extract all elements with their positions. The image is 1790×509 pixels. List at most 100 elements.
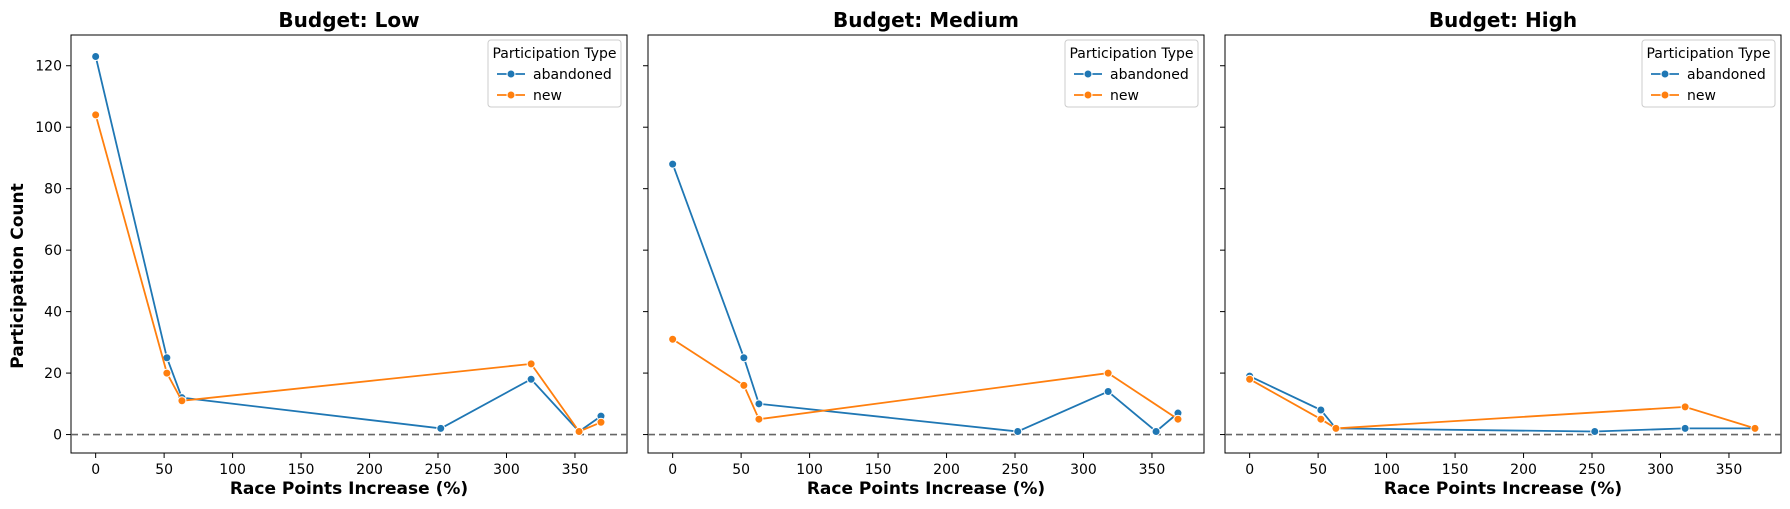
x-tick-label: 250 [425,462,452,478]
data-point-new [1750,423,1760,433]
series-line-abandoned [671,163,1179,433]
data-point-new [1173,414,1183,424]
chart-panel-3: Budget: High 0 50 100 150 200 250 300 350 Race Po… [1220,8,1782,499]
y-tick-label: 60 [44,243,62,259]
legend-box [1641,39,1776,108]
x-tick-label: 0 [91,462,100,478]
legend-marker-new [506,90,516,100]
legend-label-abandoned: abandoned [1687,67,1766,83]
legend-title: Participation Type [492,46,616,62]
panel-title: Budget: Medium [833,8,1019,32]
data-point-new [596,417,606,427]
x-tick-label: 50 [732,462,750,478]
series-line-new [94,114,602,433]
data-point-new [668,334,678,344]
data-point-abandoned [436,423,446,433]
legend: Participation Type abandoned new [1641,39,1776,108]
data-point-abandoned [1103,387,1113,397]
axes-frame [647,34,1205,454]
data-point-new [162,368,172,378]
series-line-new [1249,378,1756,430]
data-point-new [1331,423,1341,433]
panel-title: Budget: Low [278,8,419,32]
legend-marker-abandoned [1083,69,1093,79]
legend-marker-abandoned [506,69,516,79]
data-point-abandoned [754,399,764,409]
x-tick-label: 350 [1716,462,1743,478]
legend-box [487,39,622,108]
legend-box [1064,39,1199,108]
series-line-abandoned [94,56,602,433]
legend-label-abandoned: abandoned [533,67,612,83]
x-tick-label: 150 [1442,462,1469,478]
data-point-new [754,414,764,424]
series-new [1245,374,1760,433]
x-tick-label: 150 [288,462,315,478]
series-new [91,110,606,436]
data-point-abandoned [526,374,536,384]
data-point-abandoned [1151,426,1161,436]
data-point-new [739,380,749,390]
data-point-abandoned [739,353,749,363]
data-point-abandoned [1680,423,1690,433]
y-tick-label: 120 [35,59,62,75]
series-line-abandoned [1249,375,1755,433]
x-tick-label: 250 [1002,462,1029,478]
x-tick-label: 250 [1579,462,1606,478]
y-tick-label: 100 [35,120,62,136]
x-tick-label: 300 [1070,462,1097,478]
x-tick-label: 50 [1309,462,1327,478]
legend-title: Participation Type [1069,46,1193,62]
data-point-abandoned [1590,426,1600,436]
legend-marker-new [1083,90,1093,100]
axes-frame [1224,34,1782,454]
legend-title: Participation Type [1646,46,1770,62]
legend-label-abandoned: abandoned [1110,67,1189,83]
data-point-abandoned [1316,405,1326,415]
data-point-new [526,359,536,369]
x-axis-label: Race Points Increase (%) [1384,479,1622,499]
data-point-new [1680,402,1690,412]
y-tick-label: 0 [53,428,62,444]
legend-marker-new [1660,90,1670,100]
y-tick-label: 80 [44,182,62,198]
data-point-new [1245,374,1255,384]
data-point-new [177,396,187,406]
x-tick-label: 200 [933,462,960,478]
axes-frame [70,34,628,454]
x-axis-label: Race Points Increase (%) [230,479,468,499]
data-point-new [91,110,101,120]
x-tick-label: 0 [1245,462,1254,478]
legend: Participation Type abandoned new [1064,39,1199,108]
data-point-abandoned [1013,426,1023,436]
data-point-abandoned [91,52,101,62]
x-tick-label: 350 [562,462,589,478]
series-new [668,334,1183,424]
data-point-new [574,426,584,436]
data-point-abandoned [668,159,678,169]
x-tick-label: 200 [1510,462,1537,478]
panel-title: Budget: High [1429,8,1577,32]
x-tick-label: 200 [356,462,383,478]
data-point-new [1103,368,1113,378]
y-tick-label: 40 [44,305,62,321]
x-tick-label: 100 [796,462,823,478]
x-axis-label: Race Points Increase (%) [807,479,1045,499]
series-line-new [672,338,1179,421]
x-tick-label: 350 [1139,462,1166,478]
series-abandoned [668,159,1183,436]
legend: Participation Type abandoned new [487,39,622,108]
legend-label-new: new [1110,88,1139,104]
x-tick-label: 100 [219,462,246,478]
legend-marker-abandoned [1660,69,1670,79]
y-tick-label: 20 [44,366,62,382]
data-point-new [1316,414,1326,424]
x-tick-label: 100 [1373,462,1400,478]
x-tick-label: 300 [1647,462,1674,478]
x-tick-label: 0 [668,462,677,478]
x-tick-label: 50 [155,462,173,478]
legend-label-new: new [533,88,562,104]
chart-panel-1: Budget: Low 0 20 40 60 80 100 120 0 50 100 150 200 25… [35,8,628,499]
x-tick-label: 150 [865,462,892,478]
